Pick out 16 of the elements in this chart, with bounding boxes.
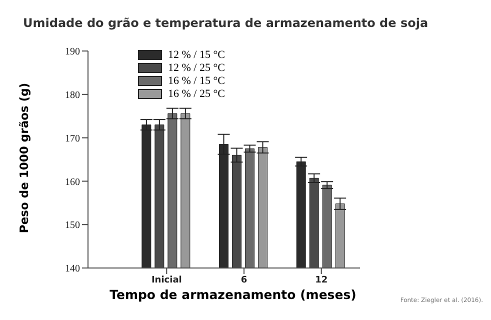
x-tick-label: Inicial [151, 275, 182, 286]
y-tick-label: 170 [65, 133, 80, 144]
y-tick-label: 160 [65, 176, 80, 188]
legend-label: 16 % / 25 °C [168, 88, 225, 100]
y-axis-title: Peso de 1000 grãos (g) [16, 82, 32, 236]
y-tick-label: 190 [65, 46, 80, 58]
legend-label: 16 % / 15 °C [168, 74, 225, 86]
x-tick-label: 12 [315, 275, 328, 286]
legend-label: 12 % / 15 °C [168, 48, 225, 60]
chart-title: Umidade do grão e temperatura de armazenamento de soja [23, 16, 428, 30]
x-axis-title: Tempo de armazenamento (meses) [108, 287, 358, 302]
y-tick-label: 180 [65, 90, 80, 101]
x-tick-label: 6 [240, 275, 248, 286]
y-tick-label: 150 [65, 220, 80, 232]
legend-label: 12 % / 25 °C [168, 62, 225, 74]
y-tick-label: 140 [65, 264, 80, 275]
